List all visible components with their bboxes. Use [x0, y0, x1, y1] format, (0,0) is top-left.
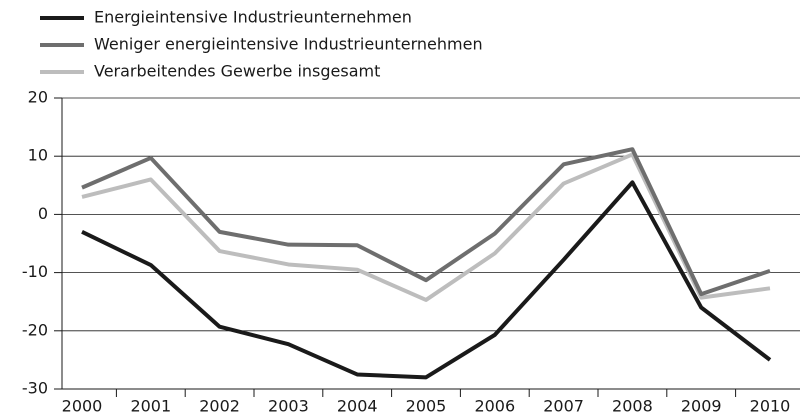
- legend-label: Weniger energieintensive Industrieuntern…: [94, 35, 483, 54]
- legend-label: Verarbeitendes Gewerbe insgesamt: [94, 62, 380, 81]
- x-tick-label: 2004: [337, 397, 378, 416]
- series-line: [81, 147, 771, 297]
- x-tick-label: 2008: [612, 397, 653, 416]
- x-tick-label: 2006: [474, 397, 515, 416]
- x-tick-label: 2000: [62, 397, 103, 416]
- x-tick-label: 2002: [199, 397, 240, 416]
- y-tick-label: 20: [28, 88, 48, 107]
- y-tick-label: -30: [22, 379, 48, 398]
- x-tick-label: 2003: [268, 397, 309, 416]
- y-tick-label: -20: [22, 320, 48, 339]
- x-tick-label: 2007: [543, 397, 584, 416]
- x-tick-label: 2009: [681, 397, 722, 416]
- x-tick-label: 2001: [130, 397, 171, 416]
- legend-label: Energieintensive Industrieunternehmen: [94, 8, 412, 27]
- y-tick-label: -10: [22, 262, 48, 281]
- y-tick-label: 0: [38, 204, 48, 223]
- y-tick-label: 10: [28, 146, 48, 165]
- series-line: [81, 180, 772, 380]
- x-tick-label: 2005: [406, 397, 447, 416]
- x-tick-label: 2010: [750, 397, 791, 416]
